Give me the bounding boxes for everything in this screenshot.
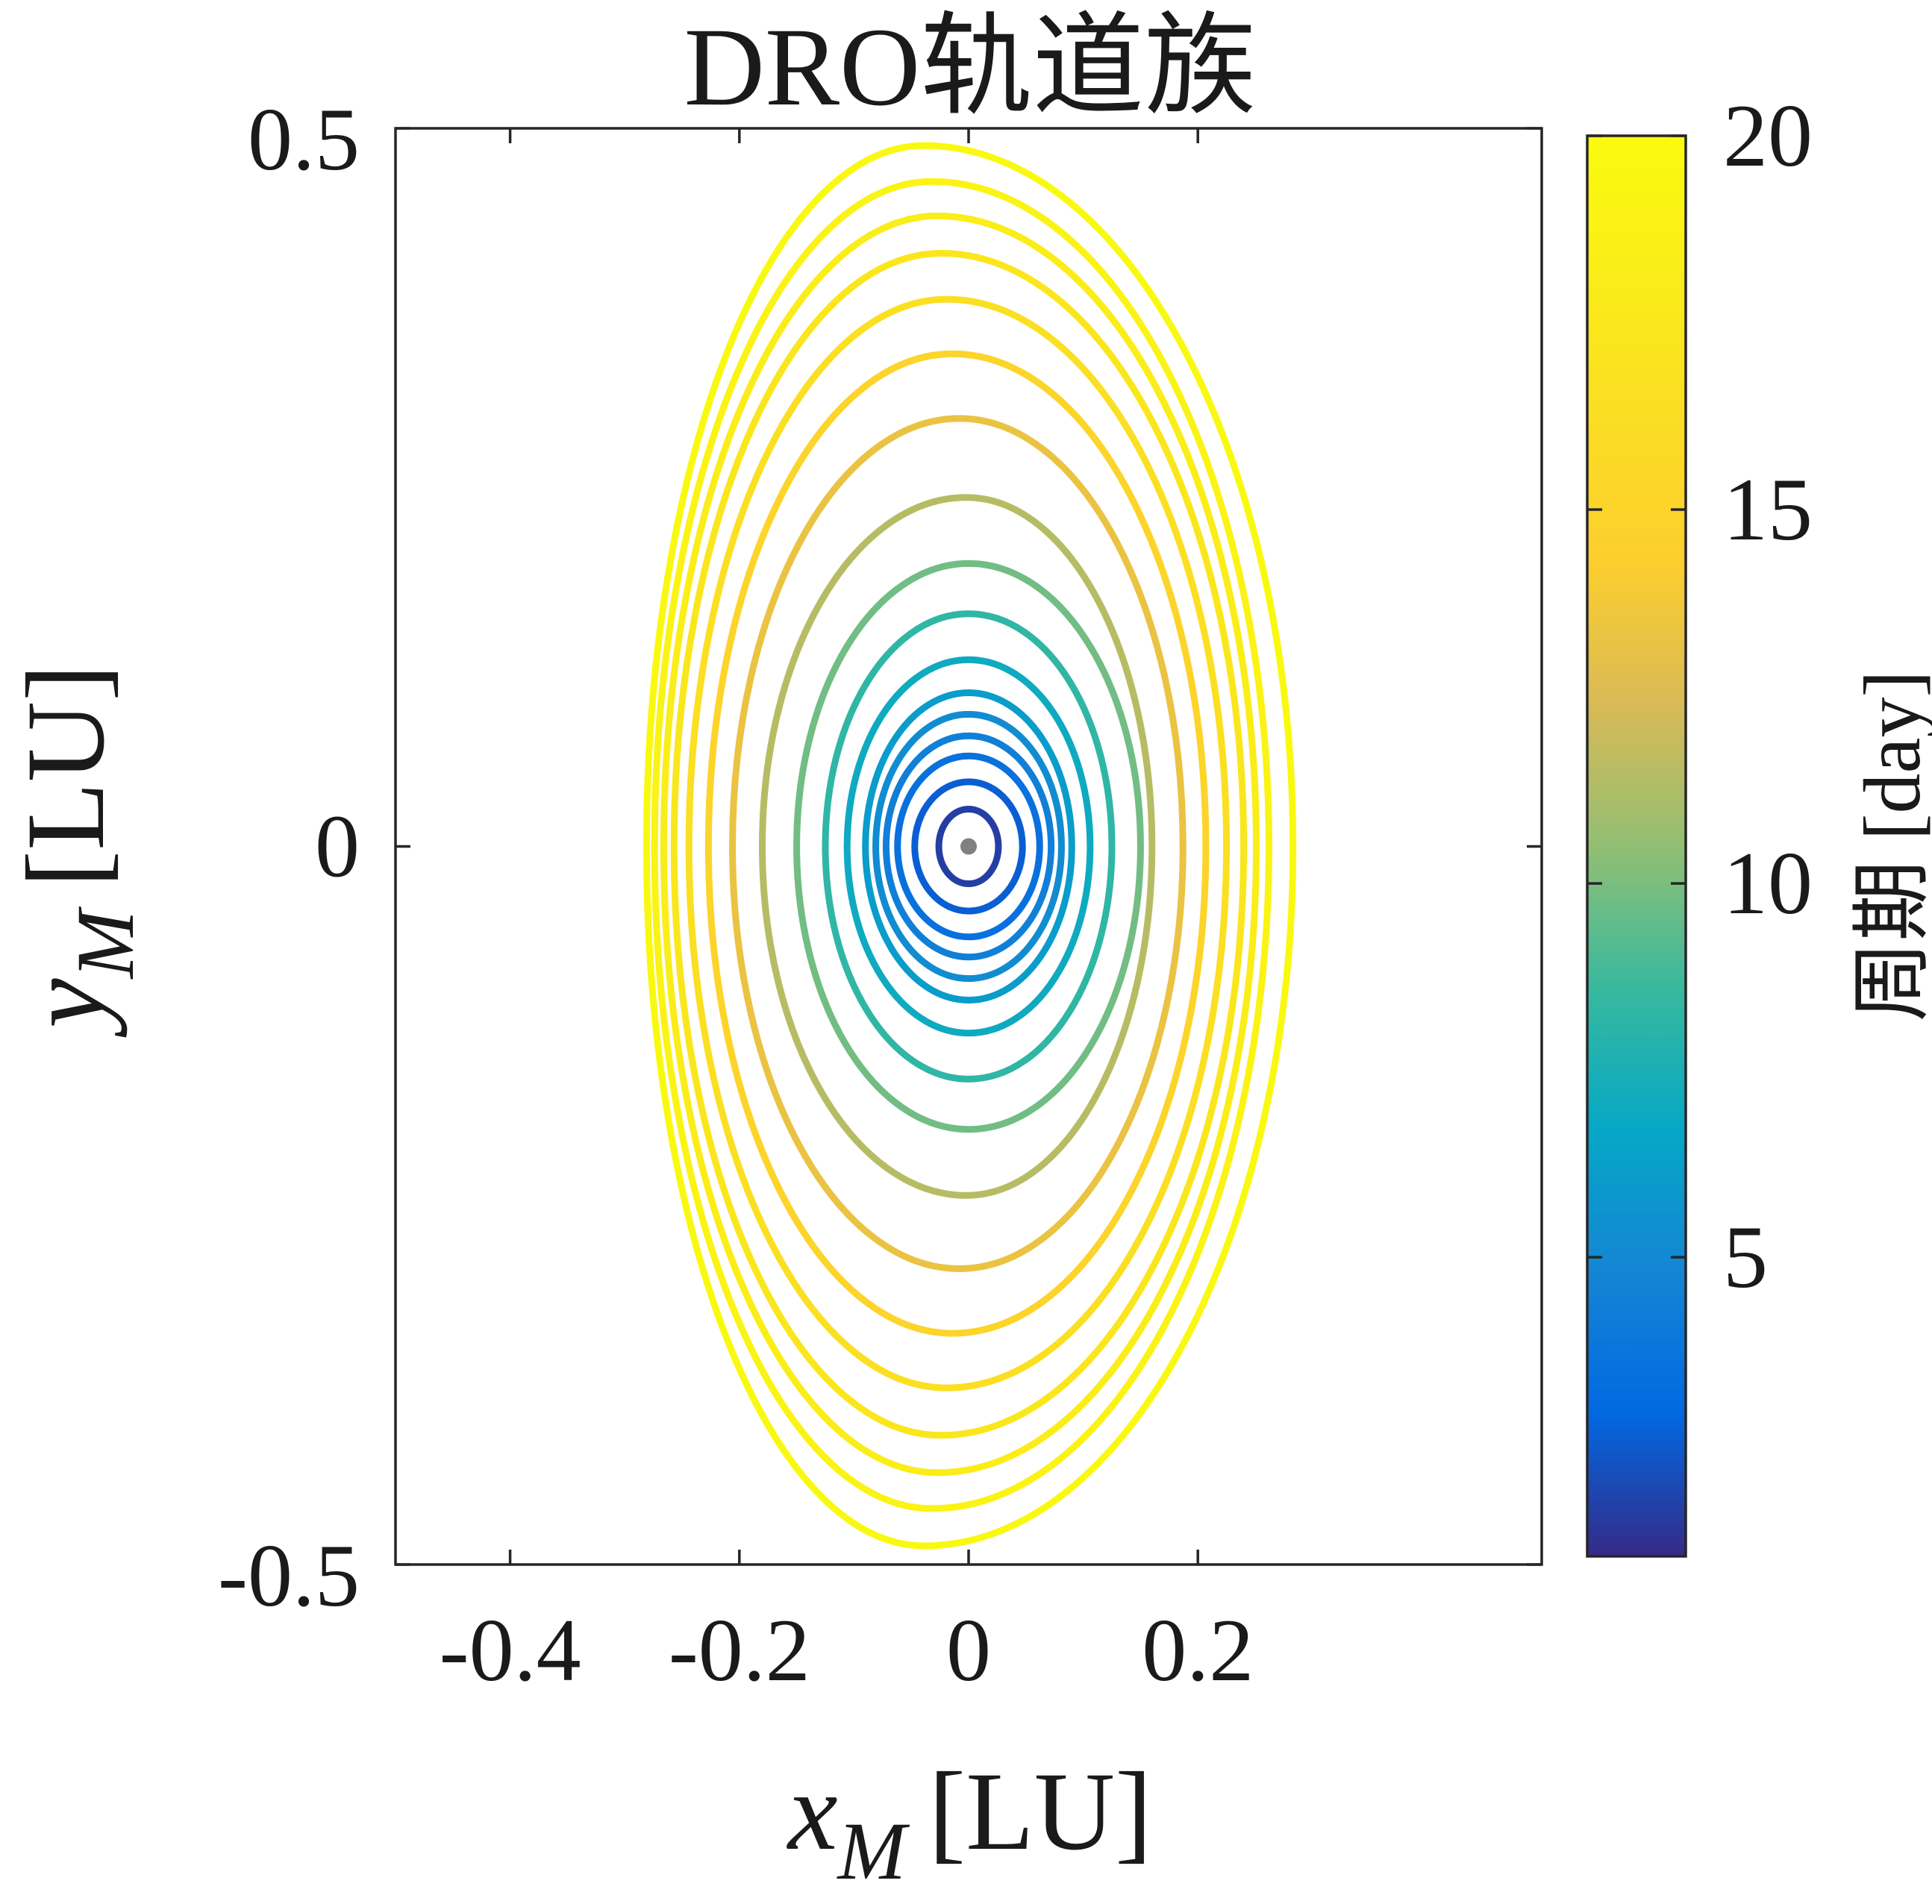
orbit-line-16 bbox=[651, 178, 1272, 1512]
orbit-line-14 bbox=[670, 249, 1248, 1439]
y-axis-subscript: M bbox=[60, 906, 151, 980]
y-axis-ticks: 0.5 0 -0.5 bbox=[218, 90, 1542, 1625]
chart-title: DRO轨道族 bbox=[684, 5, 1257, 129]
colorbar-tick-label: 20 bbox=[1723, 86, 1813, 185]
orbit-line-11 bbox=[729, 415, 1187, 1272]
moon-center-marker bbox=[960, 838, 977, 855]
x-tick-label: -0.2 bbox=[669, 1600, 810, 1700]
orbit-line-2 bbox=[911, 778, 1026, 915]
x-axis-label: xM [LU] bbox=[787, 1750, 1152, 1897]
x-axis-symbol: x bbox=[787, 1750, 838, 1873]
colorbar-label: 周期 [day] bbox=[1848, 671, 1932, 1022]
orbit-line-9 bbox=[793, 560, 1144, 1133]
colorbar-tick-label: 15 bbox=[1723, 460, 1813, 559]
x-axis-unit: [LU] bbox=[928, 1750, 1152, 1873]
y-axis-unit: [LU] bbox=[4, 664, 128, 888]
y-tick-label: 0 bbox=[315, 797, 360, 896]
orbit-line-8 bbox=[822, 610, 1116, 1083]
x-tick-label: 0.2 bbox=[1142, 1600, 1254, 1700]
orbit-line-7 bbox=[843, 656, 1094, 1037]
y-axis-label: yM [LU] bbox=[4, 664, 151, 1038]
y-tick-label: 0.5 bbox=[248, 90, 360, 189]
colorbar-ticks: 5 10 15 20 bbox=[1587, 86, 1813, 1306]
y-axis-symbol: y bbox=[4, 978, 128, 1038]
x-axis-ticks: -0.4 -0.2 0 0.2 bbox=[440, 128, 1254, 1700]
x-tick-label: 0 bbox=[946, 1600, 991, 1700]
orbit-line-15 bbox=[660, 212, 1260, 1476]
orbit-line-4 bbox=[882, 732, 1055, 961]
orbit-line-5 bbox=[872, 710, 1065, 983]
x-tick-label: -0.4 bbox=[440, 1600, 581, 1700]
orbit-line-6 bbox=[862, 689, 1075, 1003]
orbit-line-3 bbox=[894, 752, 1043, 941]
orbit-line-12 bbox=[704, 350, 1210, 1337]
orbit-series-group bbox=[643, 142, 1297, 1550]
colorbar-tick-label: 5 bbox=[1723, 1207, 1768, 1306]
x-axis-subscript: M bbox=[837, 1806, 910, 1897]
orbit-line-1 bbox=[935, 805, 1002, 888]
y-tick-label: -0.5 bbox=[218, 1526, 360, 1625]
colorbar-tick-label: 10 bbox=[1723, 833, 1813, 933]
orbit-line-10 bbox=[759, 494, 1156, 1199]
orbit-line-13 bbox=[685, 295, 1231, 1391]
colorbar bbox=[1586, 134, 1687, 1558]
orbit-line-17 bbox=[643, 142, 1297, 1550]
